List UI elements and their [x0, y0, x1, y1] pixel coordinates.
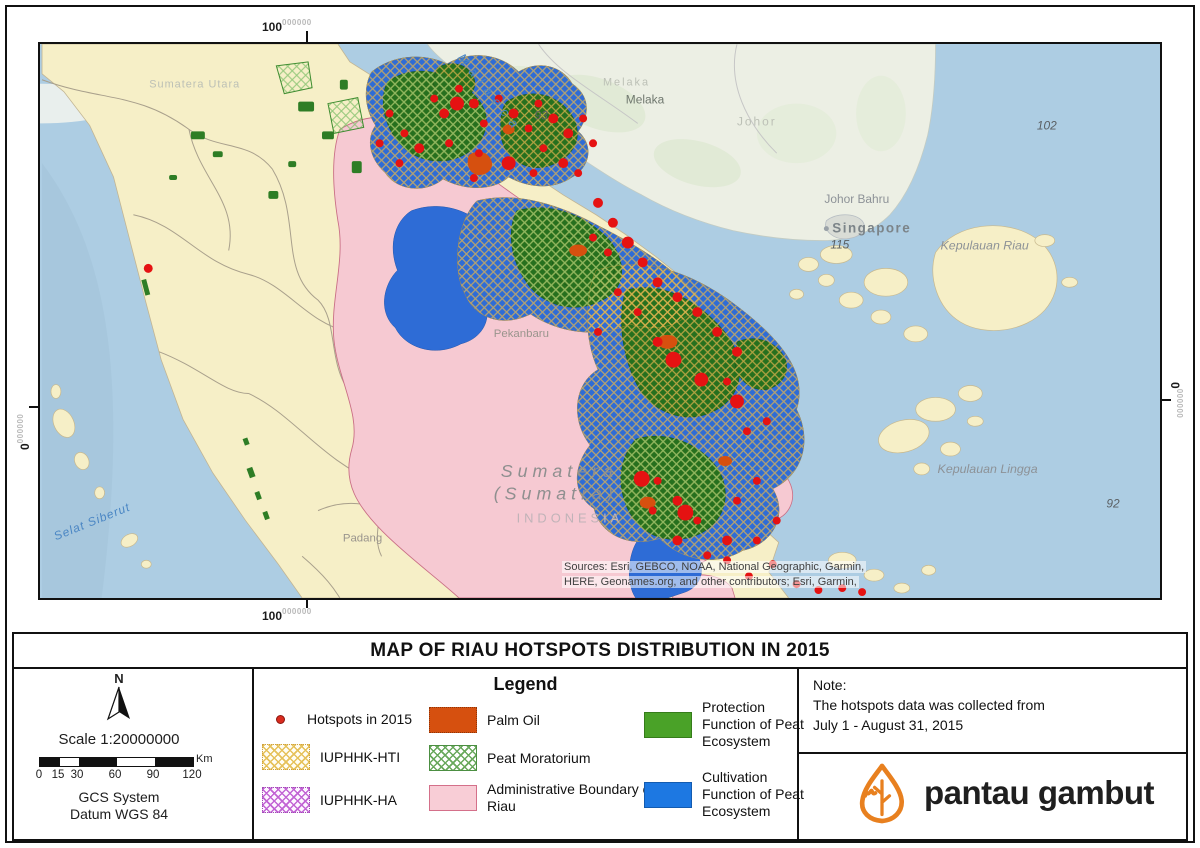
label-melaka-region: Melaka: [603, 77, 650, 89]
coord-tick-right: [1162, 399, 1171, 401]
scale-bar-unit: Km: [196, 753, 213, 765]
label-sumatra-paren: ( S u m a t r a ): [494, 484, 613, 504]
flame-leaf-icon: [859, 763, 904, 824]
admin-boundary-swatch: [429, 785, 477, 811]
label-melaka-city: Melaka: [626, 93, 665, 107]
ha-swatch: [262, 787, 310, 813]
label-johor: Johor: [737, 114, 777, 128]
note-panel: Note: The hotspots data was collected fr…: [799, 669, 1186, 754]
label-pekanbaru: Pekanbaru: [494, 328, 549, 340]
legend-item-protection: Protection Function of Peat Ecosystem: [644, 699, 820, 750]
projection-info: GCS System Datum WGS 84: [69, 789, 169, 822]
coord-label-top: 100000000: [262, 18, 312, 34]
coord-label-left: 0000000: [16, 413, 32, 450]
label-115: 115: [830, 238, 849, 252]
legend-item-moratorium: Peat Moratorium: [429, 745, 590, 771]
coord-tick-left: [29, 406, 38, 408]
scale-bar: [39, 757, 194, 767]
label-102: 102: [1037, 118, 1057, 132]
palm-oil-swatch: [429, 707, 477, 733]
north-arrow-icon: [106, 686, 130, 721]
scale-panel: N Scale 1:20000000 Km 0 15 30: [14, 669, 252, 839]
cultivation-swatch: [644, 781, 692, 808]
land-green-bits: [141, 61, 365, 521]
scale-ratio-label: Scale 1:20000000: [58, 731, 180, 748]
label-kepulauan-lingga: Kepulauan Lingga: [938, 462, 1038, 476]
legend-item-cultivation: Cultivation Function of Peat Ecosystem: [644, 769, 820, 820]
coord-label-bottom: 100000000: [262, 607, 312, 623]
coord-tick-bottom: [306, 600, 308, 608]
legend-item-hti: IUPHHK-HTI: [262, 744, 400, 770]
legend-title: Legend: [493, 674, 558, 694]
label-indonesia: INDONESIA: [517, 511, 624, 526]
label-kepulauan-riau: Kepulauan Riau: [941, 239, 1029, 253]
map-canvas: Malacca Melaka Melaka Johor Johor Bahru …: [38, 42, 1162, 600]
label-johor-bahru: Johor Bahru: [824, 192, 889, 206]
protection-swatch: [644, 711, 692, 738]
divider-legend-note: [797, 669, 799, 839]
scale-bar-ticks: 0 15 30 60 90 120: [35, 769, 202, 781]
west-islands: [50, 384, 152, 569]
singapore-city-dot: [823, 226, 829, 232]
pantau-gambut-logo: pantau gambut: [854, 762, 1155, 824]
hotspot-dots: [143, 84, 867, 597]
label-92: 92: [1106, 497, 1120, 511]
label-singapore: Singapore: [832, 221, 911, 236]
page-border: [5, 5, 1195, 843]
legend-item-hotspots: Hotspots in 2015: [276, 711, 412, 728]
hti-swatch: [262, 744, 310, 770]
moratorium-swatch: [429, 745, 477, 771]
logo-wordmark: pantau gambut: [924, 774, 1155, 811]
hotspot-symbol: [276, 715, 285, 724]
north-label: N: [114, 671, 124, 686]
map-layout-panel: MAP OF RIAU HOTSPOTS DISTRIBUTION IN 201…: [12, 632, 1188, 841]
legend-item-ha: IUPHHK-HA: [262, 787, 397, 813]
legend-panel: Legend Hotspots in 2015 IUPHHK-HTI IUPHH…: [254, 669, 804, 839]
note-text: Note: The hotspots data was collected fr…: [813, 677, 1045, 733]
logo-panel: pantau gambut: [799, 754, 1186, 839]
label-padang: Padang: [343, 532, 382, 544]
page-title: MAP OF RIAU HOTSPOTS DISTRIBUTION IN 201…: [370, 639, 830, 661]
coord-tick-top: [306, 31, 308, 42]
singapore-island: [825, 214, 865, 240]
title-bar: MAP OF RIAU HOTSPOTS DISTRIBUTION IN 201…: [14, 634, 1186, 669]
moratorium-hatch-overlay: [383, 71, 726, 540]
map-svg: Malacca Melaka Melaka Johor Johor Bahru …: [40, 44, 1158, 598]
legend-item-admin-boundary: Administrative Boundary of Riau: [429, 781, 672, 815]
label-sumatera: S u m a t e r a: [501, 461, 613, 481]
legend-item-palm-oil: Palm Oil: [429, 707, 540, 733]
divider-scale-legend: [252, 669, 254, 839]
label-sumatera-utara: Sumatera Utara: [149, 79, 240, 91]
map-sources-attribution: Sources: Esri, GEBCO, NOAA, National Geo…: [562, 561, 867, 588]
label-93: 93: [534, 108, 548, 122]
palm-oil-patches: [467, 124, 733, 509]
